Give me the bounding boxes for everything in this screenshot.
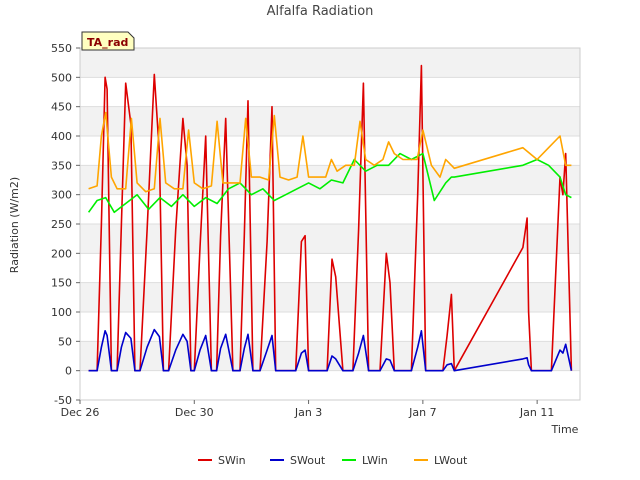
y-tick-label: 50 [58, 335, 72, 348]
x-axis-label: Time [551, 423, 579, 436]
legend-label-swout: SWout [290, 454, 326, 467]
x-tick-label: Dec 30 [175, 406, 214, 419]
badge-label: TA_rad [87, 36, 128, 49]
y-tick-label: 400 [51, 130, 72, 143]
x-axis-ticks: Dec 26 Dec 30 Jan 3 Jan 7 Jan 11 [61, 400, 554, 419]
plot-band [80, 224, 580, 254]
y-tick-label: 550 [51, 42, 72, 55]
y-tick-label: 250 [51, 218, 72, 231]
y-tick-label: 100 [51, 306, 72, 319]
legend: SWin SWout LWin LWout [198, 454, 468, 467]
y-tick-label: 0 [65, 365, 72, 378]
y-tick-label: 500 [51, 71, 72, 84]
ta-rad-badge: TA_rad [81, 31, 135, 51]
legend-label-swin: SWin [218, 454, 246, 467]
y-tick-label: 350 [51, 159, 72, 172]
y-tick-label: 150 [51, 277, 72, 290]
series-layer [87, 64, 573, 372]
series-line-swout [88, 328, 573, 372]
y-axis-label: Radiation (W/m2) [8, 177, 21, 273]
series-line-lwout [88, 111, 572, 193]
y-axis-ticks: -50 0 50 100 150 200 250 300 350 400 450 500 550 [51, 42, 80, 407]
x-tick-label: Jan 7 [408, 406, 436, 419]
legend-label-lwout: LWout [434, 454, 468, 467]
x-tick-label: Dec 26 [61, 406, 100, 419]
series-line-lwin [87, 152, 572, 214]
legend-label-lwin: LWin [362, 454, 388, 467]
y-tick-label: -50 [54, 394, 72, 407]
plot-band [80, 106, 580, 136]
x-tick-label: Jan 11 [519, 406, 554, 419]
y-tick-label: 450 [51, 101, 72, 114]
plot-band [80, 48, 580, 78]
plot-band [80, 341, 580, 371]
y-tick-label: 200 [51, 247, 72, 260]
chart-title: Alfalfa Radiation [267, 4, 374, 19]
x-tick-label: Jan 3 [294, 406, 322, 419]
y-tick-label: 300 [51, 189, 72, 202]
plot-bands [80, 48, 580, 371]
badge-box [81, 31, 135, 51]
